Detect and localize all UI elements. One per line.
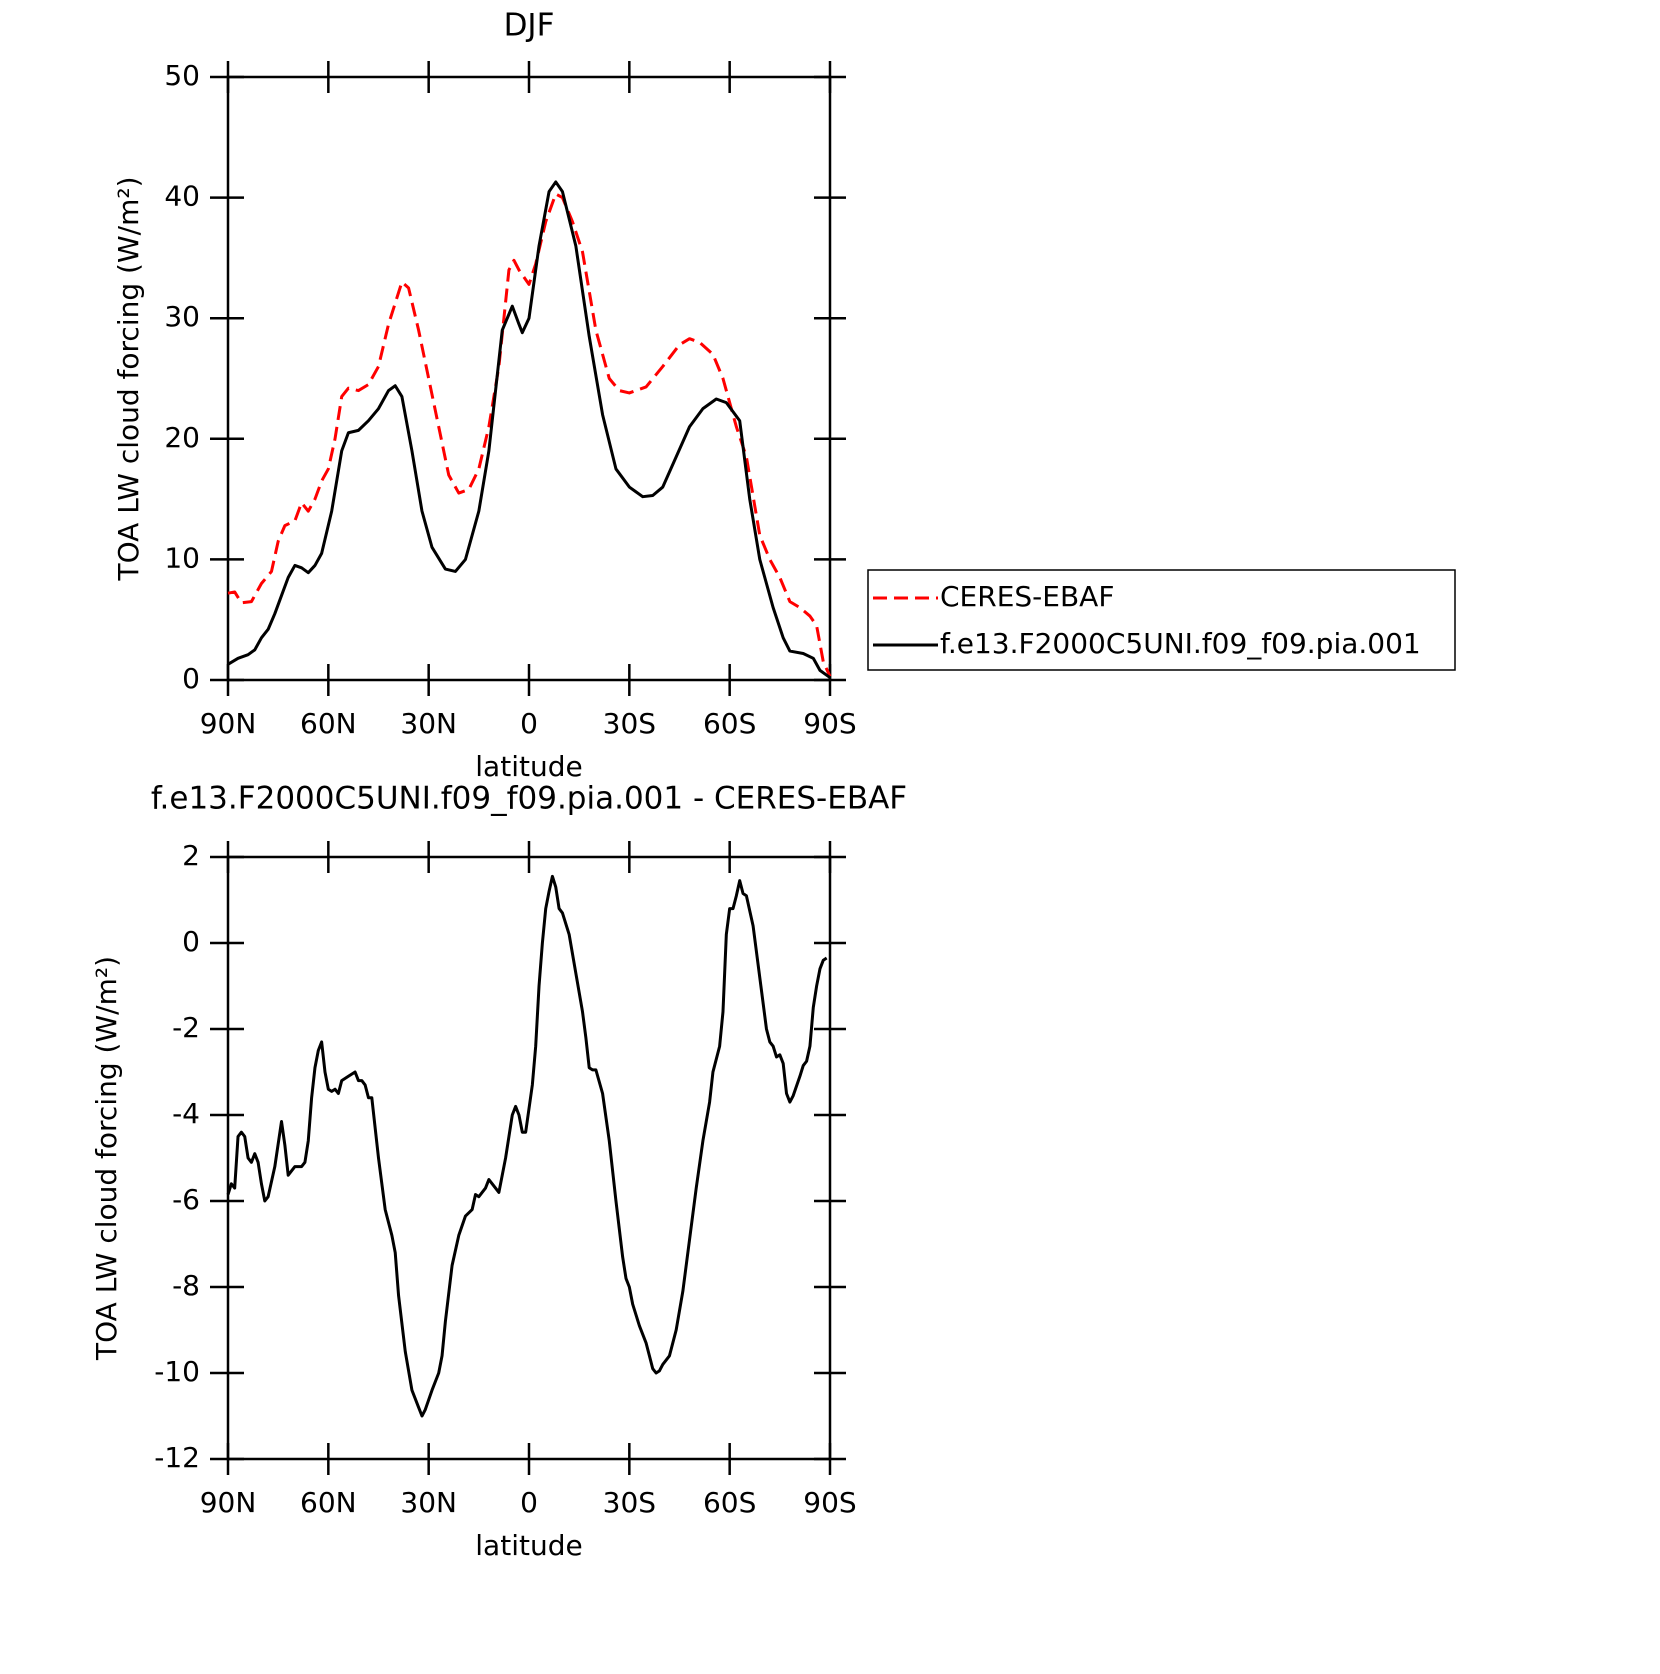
legend-label: f.e13.F2000C5UNI.f09_f09.pia.001 (940, 627, 1421, 660)
legend-box (867, 569, 1456, 671)
x-tick-label: 0 (520, 707, 538, 740)
y-tick-label: 20 (164, 421, 200, 454)
y-tick-label: -2 (172, 1011, 200, 1044)
x-tick-label: 30S (603, 1486, 656, 1519)
y-tick-label: 2 (182, 839, 200, 872)
y-axis-label: TOA LW cloud forcing (W/m²) (112, 177, 145, 582)
x-tick-label: 90S (803, 1486, 856, 1519)
y-axis-label: TOA LW cloud forcing (W/m²) (90, 956, 123, 1361)
y-tick-label: 10 (164, 541, 200, 574)
y-tick-label: -10 (154, 1355, 200, 1388)
plot-frame (226, 75, 832, 682)
plot-frame (226, 855, 832, 1461)
y-tick-label: 40 (164, 180, 200, 213)
legend-label: CERES-EBAF (940, 580, 1114, 613)
x-tick-label: 90S (803, 707, 856, 740)
x-tick-label: 90N (200, 1486, 257, 1519)
chart-title: f.e13.F2000C5UNI.f09_f09.pia.001 - CERES… (151, 781, 907, 817)
x-tick-label: 30S (603, 707, 656, 740)
x-axis-label: latitude (475, 750, 582, 783)
y-tick-label: -6 (172, 1183, 200, 1216)
y-tick-label: 30 (164, 300, 200, 333)
x-tick-label: 30N (400, 707, 457, 740)
x-axis-label: latitude (475, 1529, 582, 1562)
data-line (226, 874, 828, 1418)
x-tick-label: 90N (200, 707, 257, 740)
x-tick-label: 60S (703, 707, 756, 740)
x-tick-label: 30N (400, 1486, 457, 1519)
data-line (227, 180, 831, 679)
x-tick-label: 0 (520, 1486, 538, 1519)
chart-title: DJF (504, 8, 555, 44)
y-tick-label: 0 (182, 662, 200, 695)
y-tick-label: -8 (172, 1269, 200, 1302)
y-tick-label: -4 (172, 1097, 200, 1130)
y-tick-label: -12 (154, 1441, 200, 1474)
y-tick-label: 50 (164, 59, 200, 92)
x-tick-label: 60N (300, 1486, 357, 1519)
y-tick-label: 0 (182, 925, 200, 958)
data-line (227, 192, 832, 678)
x-tick-label: 60S (703, 1486, 756, 1519)
x-tick-label: 60N (300, 707, 357, 740)
